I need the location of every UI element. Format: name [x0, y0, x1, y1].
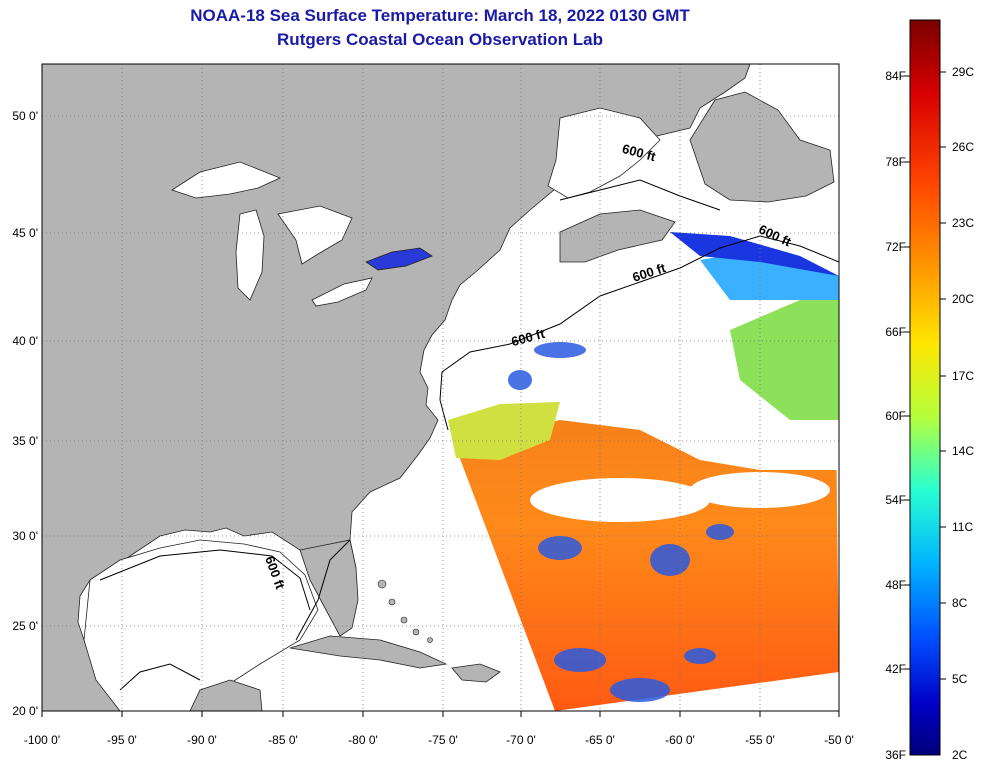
- colorbar-f-label: 60F: [885, 409, 906, 423]
- lake-michigan: [235, 209, 265, 301]
- lon-label: -55 0': [745, 733, 775, 747]
- colorbar: [909, 19, 941, 756]
- lat-label: 40 0': [12, 334, 38, 348]
- colorbar-c-label: 5C: [952, 672, 968, 686]
- colorbar-f-label: 54F: [885, 493, 906, 507]
- colorbar-f-label: 84F: [885, 69, 906, 83]
- colorbar-f-label: 78F: [885, 155, 906, 169]
- colorbar-c-label: 20C: [952, 292, 975, 306]
- lon-label: -100 0': [23, 733, 61, 747]
- lake-ontario: [365, 247, 433, 271]
- colorbar-c-label: 29C: [952, 65, 975, 79]
- lat-label: 50 0': [12, 109, 38, 123]
- bahamas: [377, 579, 433, 643]
- yucatan: [189, 679, 263, 711]
- lon-label: -60 0': [665, 733, 695, 747]
- florida: [299, 539, 359, 637]
- lat-label: 35 0': [12, 434, 38, 448]
- lon-label: -50 0': [824, 733, 854, 747]
- map-grid: [42, 64, 839, 711]
- nova-scotia: [559, 209, 676, 263]
- colorbar-c-label: 8C: [952, 596, 968, 610]
- gulf-of-mexico: [83, 539, 319, 711]
- colorbar-f-label: 36F: [885, 748, 906, 762]
- map-title: NOAA-18 Sea Surface Temperature: March 1…: [190, 6, 690, 25]
- lon-label: -95 0': [107, 733, 137, 747]
- lat-label: 45 0': [12, 226, 38, 240]
- colorbar-c-label: 14C: [952, 444, 975, 458]
- lon-label: -90 0': [187, 733, 217, 747]
- colorbar-f-label: 42F: [885, 662, 906, 676]
- colorbar-f-label: 66F: [885, 325, 906, 339]
- lat-label: 30 0': [12, 529, 38, 543]
- lake-huron: [277, 205, 353, 265]
- newfoundland: [689, 91, 835, 203]
- colorbar-f-label: 48F: [885, 578, 906, 592]
- colorbar-c-label: 11C: [952, 520, 974, 534]
- lon-label: -85 0': [268, 733, 298, 747]
- cuba: [289, 635, 448, 669]
- map-subtitle: Rutgers Coastal Ocean Observation Lab: [277, 30, 603, 49]
- lake-superior: [171, 161, 282, 199]
- lon-label: -75 0': [428, 733, 458, 747]
- colorbar-c-label: 26C: [952, 140, 975, 154]
- lon-label: -80 0': [348, 733, 378, 747]
- lon-label: -70 0': [506, 733, 536, 747]
- colorbar-c-label: 23C: [952, 216, 975, 230]
- lake-erie: [311, 277, 373, 307]
- lat-label: 20 0': [12, 704, 38, 718]
- colorbar-f-label: 72F: [885, 240, 906, 254]
- lat-label: 25 0': [12, 619, 38, 633]
- colorbar-c-label: 17C: [952, 369, 975, 383]
- colorbar-c-label: 2C: [952, 748, 968, 762]
- hispaniola: [451, 663, 501, 683]
- lon-label: -65 0': [585, 733, 615, 747]
